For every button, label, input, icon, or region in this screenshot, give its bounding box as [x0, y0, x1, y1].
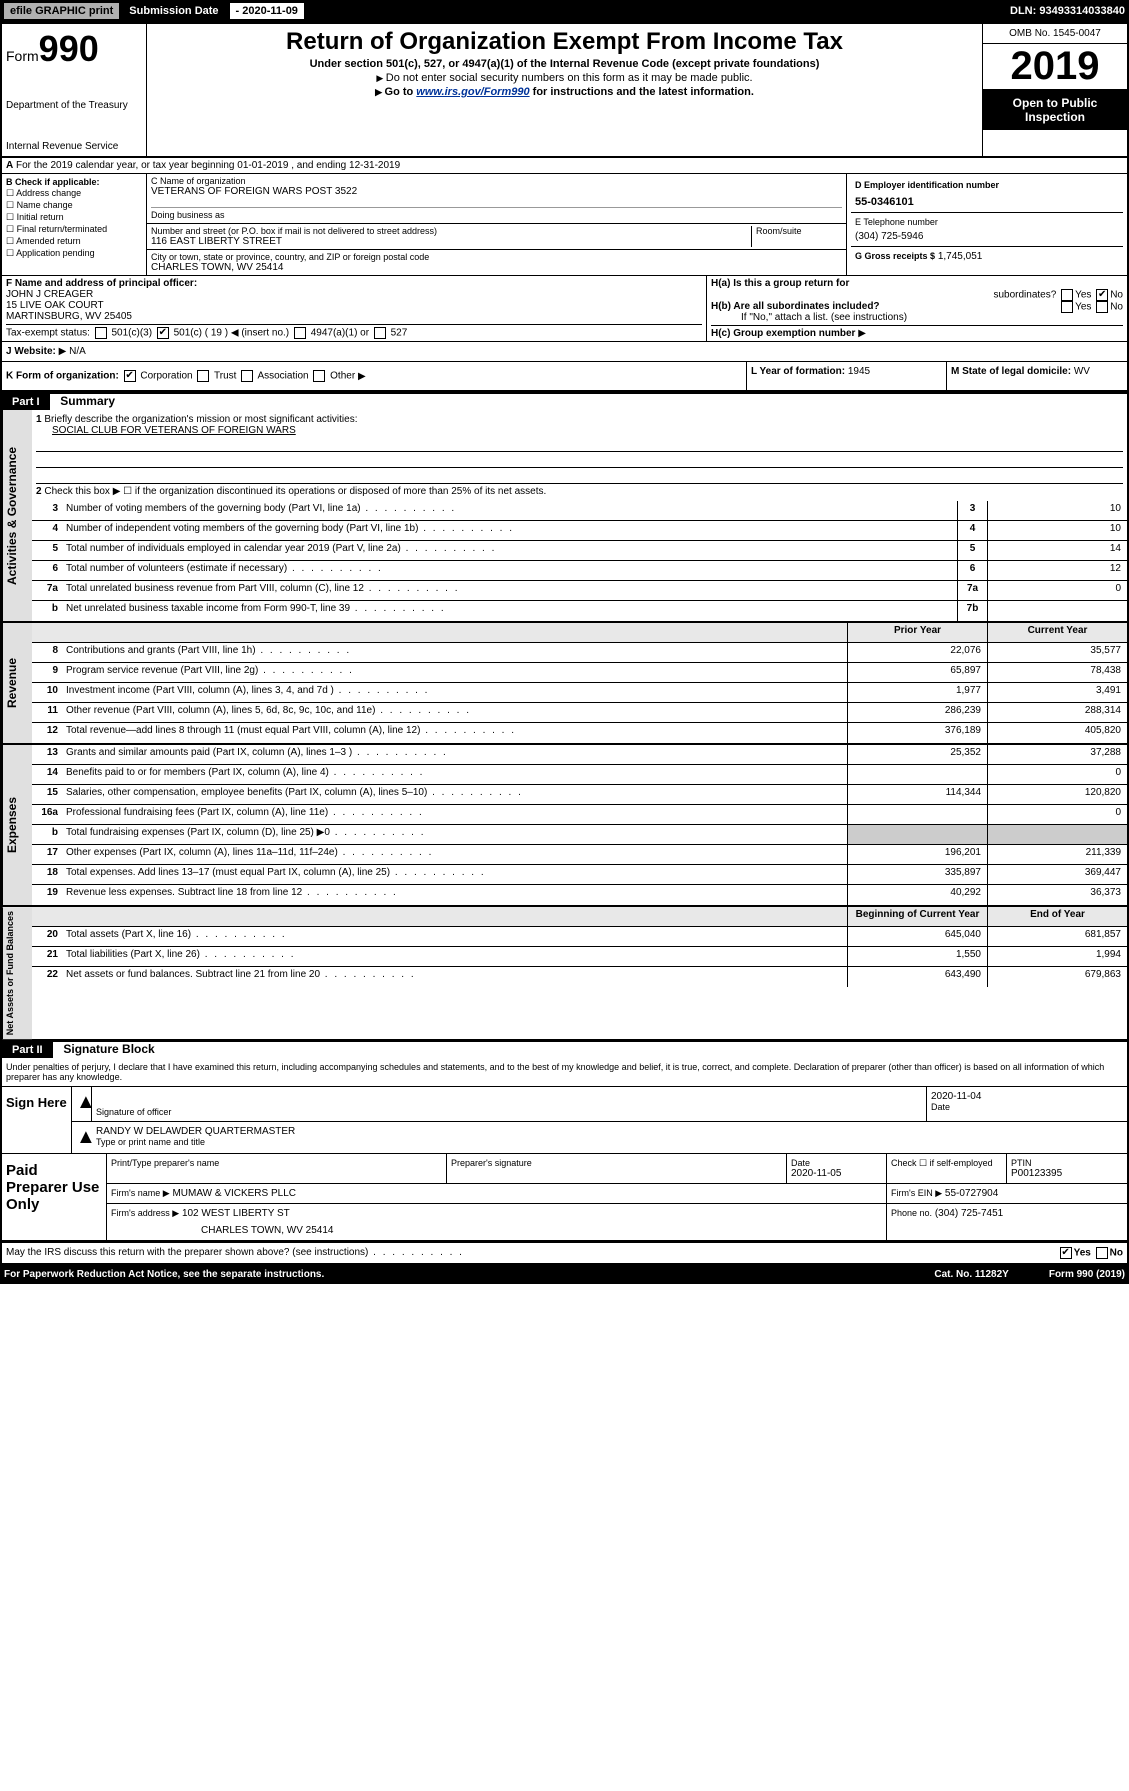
summary-revenue: Revenue Prior Year Current Year 8Contrib… [0, 623, 1129, 745]
table-row: 6Total number of volunteers (estimate if… [32, 561, 1127, 581]
chk-discuss-no[interactable] [1096, 1247, 1108, 1259]
gross-receipts: 1,745,051 [938, 251, 983, 262]
prep-date: 2020-11-05 [791, 1168, 882, 1179]
chk-corp[interactable] [124, 370, 136, 382]
tax-year: 2019 [983, 44, 1127, 90]
summary-netassets: Net Assets or Fund Balances Beginning of… [0, 907, 1129, 1041]
table-row: 8Contributions and grants (Part VIII, li… [32, 643, 1127, 663]
firm-ein: 55-0727904 [945, 1188, 998, 1199]
table-row: 9Program service revenue (Part VIII, lin… [32, 663, 1127, 683]
chk-hb-yes[interactable] [1061, 301, 1073, 313]
ein: 55-0346101 [855, 196, 1119, 208]
chk-501c[interactable] [157, 327, 169, 339]
table-row: 7aTotal unrelated business revenue from … [32, 581, 1127, 601]
form-number: Form990 [6, 28, 142, 70]
table-row: 12Total revenue—add lines 8 through 11 (… [32, 723, 1127, 743]
col-c: C Name of organization VETERANS OF FOREI… [147, 174, 847, 275]
chk-ha-yes[interactable] [1061, 289, 1073, 301]
instructions-link-row: Go to www.irs.gov/Form990 for instructio… [155, 86, 974, 98]
table-row: 5Total number of individuals employed in… [32, 541, 1127, 561]
street-address: 116 EAST LIBERTY STREET [151, 236, 751, 247]
efile-badge[interactable]: efile GRAPHIC print [4, 3, 119, 19]
mission: SOCIAL CLUB FOR VETERANS OF FOREIGN WARS [52, 425, 1123, 436]
summary-expenses: Expenses 13Grants and similar amounts pa… [0, 745, 1129, 907]
table-row: 18Total expenses. Add lines 13–17 (must … [32, 865, 1127, 885]
irs-label: Internal Revenue Service [6, 141, 142, 152]
part-1-header: Part I Summary [0, 392, 1129, 410]
part-2-header: Part II Signature Block [0, 1041, 1129, 1058]
table-row: 4Number of independent voting members of… [32, 521, 1127, 541]
website: N/A [69, 346, 86, 357]
signature-block: Under penalties of perjury, I declare th… [0, 1058, 1129, 1242]
form-subtitle: Under section 501(c), 527, or 4947(a)(1)… [155, 58, 974, 70]
table-row: 3Number of voting members of the governi… [32, 501, 1127, 521]
col-b: B Check if applicable: ☐ Address change … [2, 174, 147, 275]
chk-4947[interactable] [294, 327, 306, 339]
table-row: 22Net assets or fund balances. Subtract … [32, 967, 1127, 987]
row-k: K Form of organization: Corporation Trus… [0, 362, 1129, 392]
ptin: P00123395 [1011, 1168, 1123, 1179]
table-row: 15Salaries, other compensation, employee… [32, 785, 1127, 805]
chk-discuss-yes[interactable] [1060, 1247, 1072, 1259]
open-public-badge: Open to Public Inspection [983, 90, 1127, 130]
paperwork-footer: For Paperwork Reduction Act Notice, see … [0, 1265, 1129, 1284]
state-domicile: WV [1074, 366, 1090, 377]
officer-name-title: RANDY W DELAWDER QUARTERMASTER [96, 1126, 1123, 1137]
firm-name: MUMAW & VICKERS PLLC [172, 1188, 296, 1199]
table-row: 13Grants and similar amounts paid (Part … [32, 745, 1127, 765]
col-d: D Employer identification number 55-0346… [847, 174, 1127, 275]
chk-ha-no[interactable] [1096, 289, 1108, 301]
table-row: 20Total assets (Part X, line 16)645,0406… [32, 927, 1127, 947]
table-row: 21Total liabilities (Part X, line 26)1,5… [32, 947, 1127, 967]
chk-trust[interactable] [197, 370, 209, 382]
table-row: 11Other revenue (Part VIII, column (A), … [32, 703, 1127, 723]
dln: DLN: 93493314033840 [1010, 5, 1125, 17]
submission-label: Submission Date [123, 3, 224, 19]
dept-treasury: Department of the Treasury [6, 100, 142, 111]
year-formation: 1945 [848, 366, 870, 377]
ssn-warning: Do not enter social security numbers on … [155, 72, 974, 84]
top-bar: efile GRAPHIC print Submission Date - 20… [0, 0, 1129, 22]
summary-governance: Activities & Governance 1 Briefly descri… [0, 410, 1129, 623]
chk-hb-no[interactable] [1096, 301, 1108, 313]
table-row: bTotal fundraising expenses (Part IX, co… [32, 825, 1127, 845]
row-j: J Website: N/A [0, 342, 1129, 362]
city-state-zip: CHARLES TOWN, WV 25414 [151, 262, 842, 273]
table-row: 17Other expenses (Part IX, column (A), l… [32, 845, 1127, 865]
form-header: Form990 Department of the Treasury Inter… [0, 22, 1129, 158]
table-row: 19Revenue less expenses. Subtract line 1… [32, 885, 1127, 905]
firm-phone: (304) 725-7451 [935, 1208, 1003, 1219]
row-fgh: F Name and address of principal officer:… [0, 276, 1129, 342]
telephone: (304) 725-5946 [855, 231, 1119, 242]
chk-527[interactable] [374, 327, 386, 339]
chk-assoc[interactable] [241, 370, 253, 382]
table-row: 14Benefits paid to or for members (Part … [32, 765, 1127, 785]
table-row: bNet unrelated business taxable income f… [32, 601, 1127, 621]
chk-other[interactable] [313, 370, 325, 382]
section-bcd: B Check if applicable: ☐ Address change … [0, 174, 1129, 276]
irs-link[interactable]: www.irs.gov/Form990 [416, 86, 529, 98]
form-title: Return of Organization Exempt From Incom… [155, 28, 974, 56]
line-a: A For the 2019 calendar year, or tax yea… [0, 158, 1129, 174]
sig-date: 2020-11-04 [931, 1091, 1123, 1102]
omb-number: OMB No. 1545-0047 [983, 24, 1127, 44]
table-row: 16aProfessional fundraising fees (Part I… [32, 805, 1127, 825]
table-row: 10Investment income (Part VIII, column (… [32, 683, 1127, 703]
submission-date: - 2020-11-09 [229, 2, 305, 20]
org-name: VETERANS OF FOREIGN WARS POST 3522 [151, 186, 842, 197]
chk-501c3[interactable] [95, 327, 107, 339]
discuss-row: May the IRS discuss this return with the… [0, 1242, 1129, 1265]
officer-name: JOHN J CREAGER [6, 289, 702, 300]
